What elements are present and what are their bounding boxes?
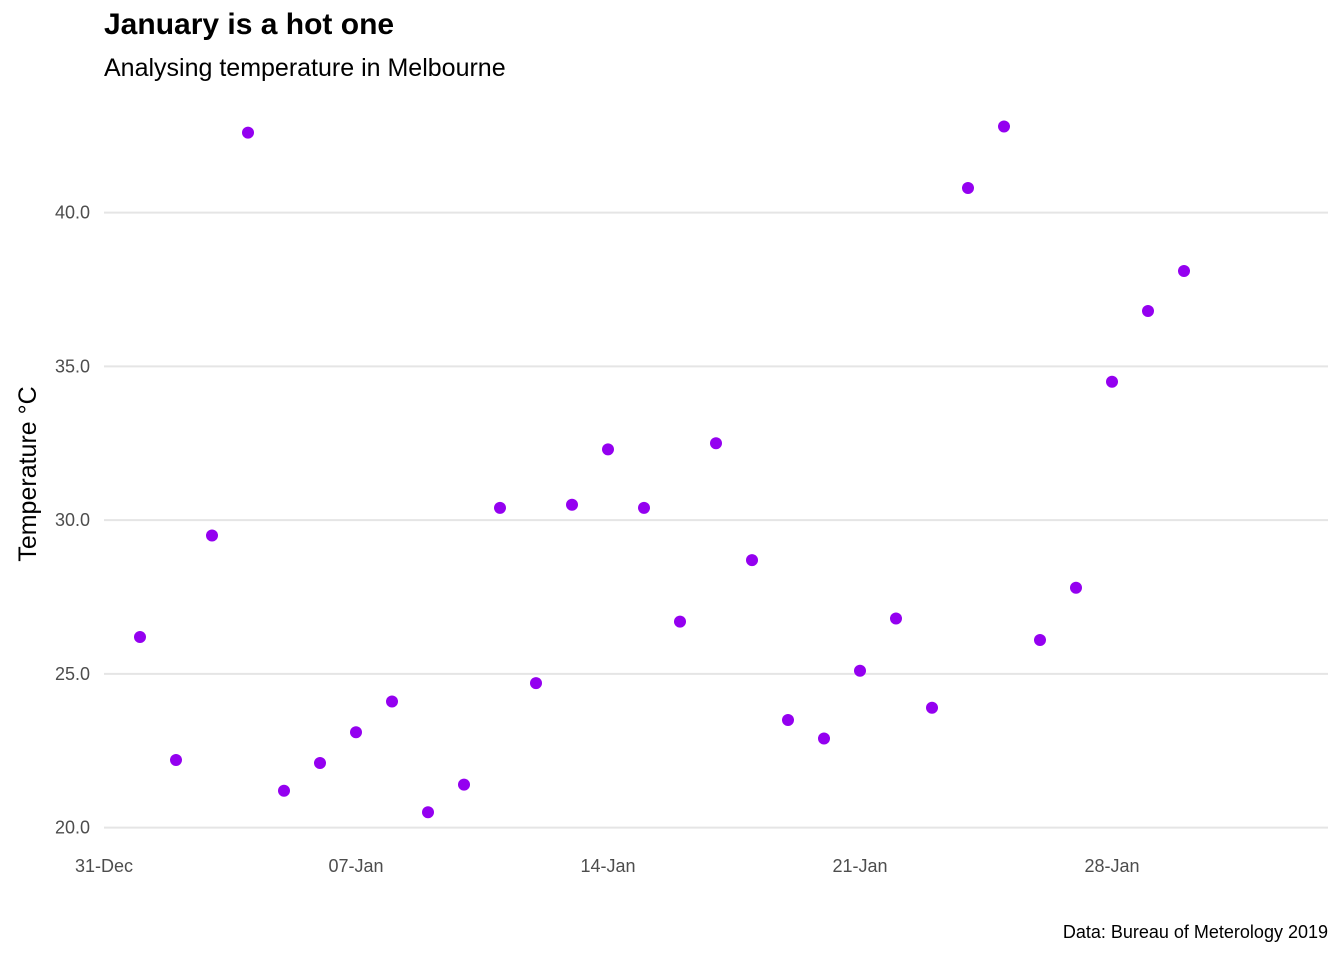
y-tick-label: 20.0	[55, 818, 90, 838]
data-point	[1106, 375, 1118, 388]
data-point	[386, 695, 398, 708]
y-tick-label: 35.0	[55, 356, 90, 376]
data-point	[242, 126, 254, 139]
y-tick-label: 40.0	[55, 203, 90, 223]
x-tick-label: 14-Jan	[580, 856, 635, 876]
data-point	[494, 501, 506, 514]
data-point	[926, 701, 938, 714]
data-point	[350, 726, 362, 739]
y-axis-title: Temperature °C	[14, 386, 42, 561]
data-point	[746, 554, 758, 567]
x-tick-label: 31-Dec	[75, 856, 133, 876]
data-point	[782, 714, 794, 726]
data-point	[458, 778, 470, 791]
data-point	[890, 612, 902, 625]
y-tick-label: 30.0	[55, 510, 90, 530]
data-point	[170, 753, 182, 766]
data-point	[710, 437, 722, 450]
data-point	[422, 806, 434, 819]
data-point	[278, 784, 290, 797]
data-point	[674, 615, 686, 628]
data-point	[854, 664, 866, 677]
data-point	[602, 443, 614, 456]
data-point	[1178, 265, 1190, 278]
x-tick-label: 28-Jan	[1084, 856, 1139, 876]
data-point	[998, 120, 1010, 133]
y-tick-label: 25.0	[55, 664, 90, 684]
data-point	[818, 732, 830, 745]
chart-title: January is a hot one	[104, 8, 395, 41]
data-point	[962, 182, 974, 195]
data-point	[1142, 305, 1154, 318]
data-point	[530, 677, 542, 690]
data-point	[1034, 634, 1046, 647]
data-point	[314, 757, 326, 770]
data-point	[206, 529, 218, 542]
data-point	[134, 630, 146, 643]
data-point	[638, 501, 650, 514]
data-point	[1070, 581, 1082, 594]
x-tick-label: 07-Jan	[328, 856, 383, 876]
chart-caption: Data: Bureau of Meterology 2019	[1062, 922, 1328, 942]
data-point	[566, 498, 578, 511]
x-tick-label: 21-Jan	[832, 856, 887, 876]
chart-subtitle: Analysing temperature in Melbourne	[104, 54, 506, 82]
